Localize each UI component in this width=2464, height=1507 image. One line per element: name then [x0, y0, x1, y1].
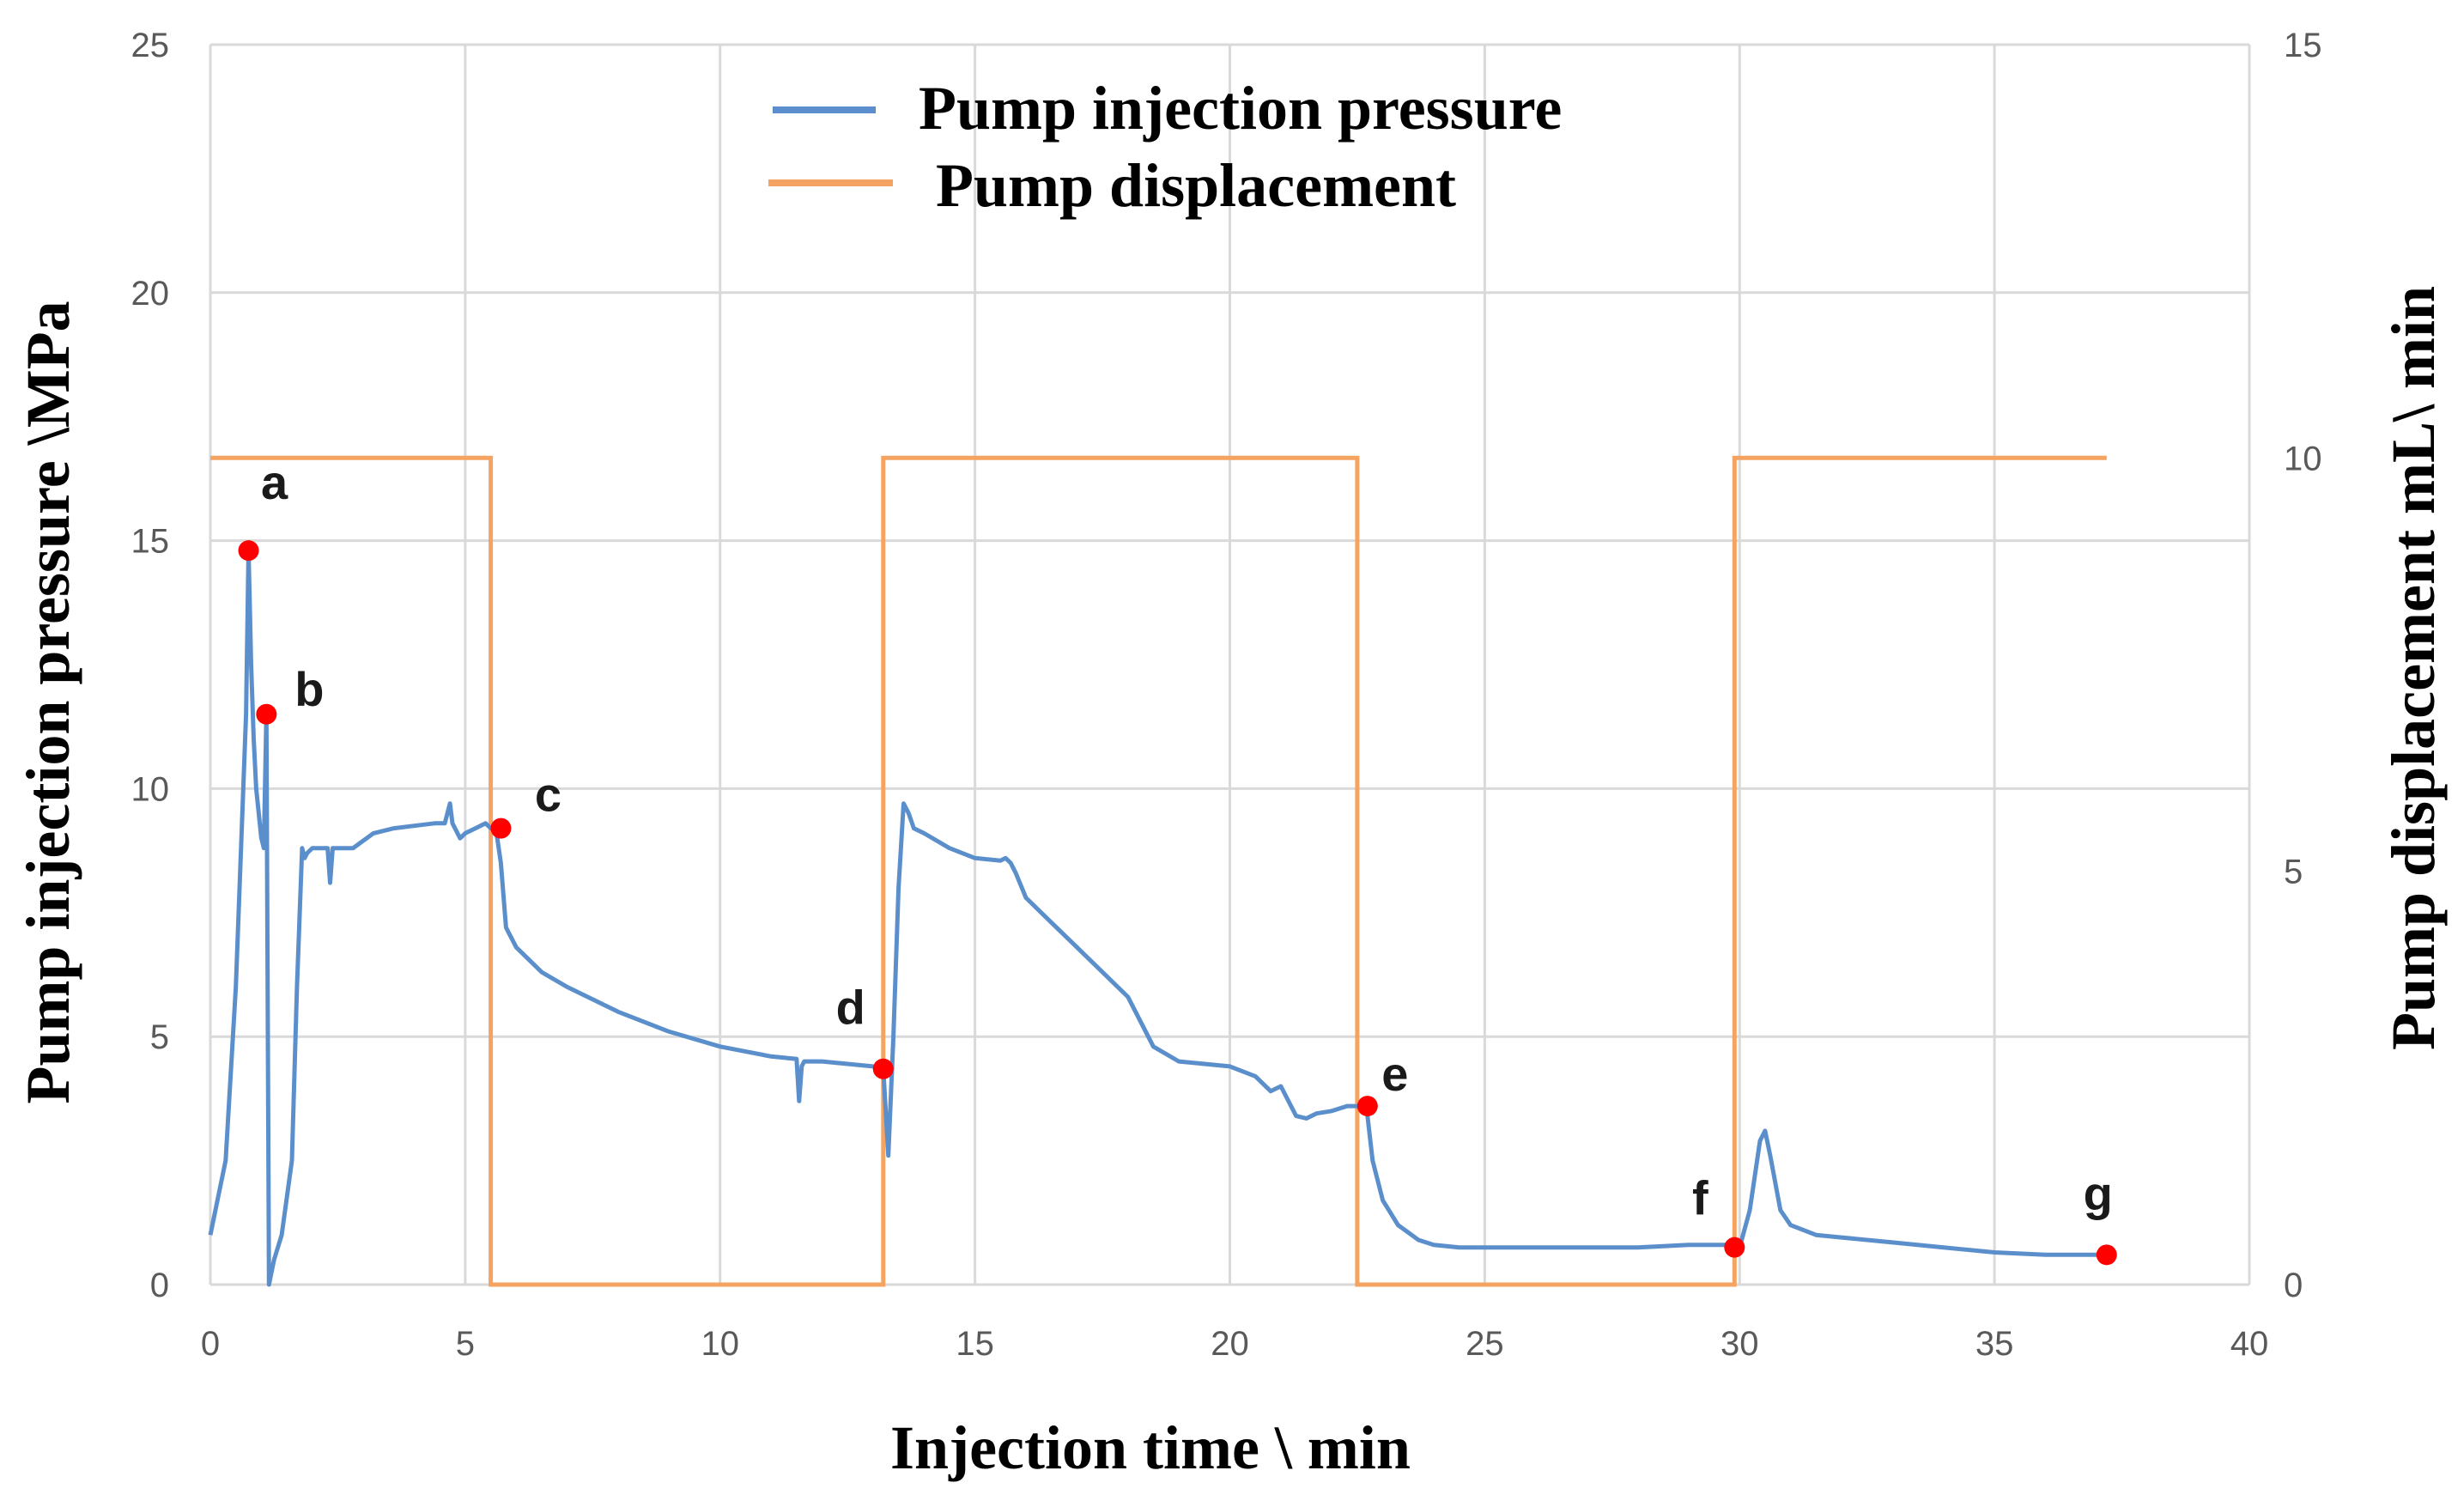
- y-tick-label: 20: [131, 275, 170, 313]
- y-tick-label: 0: [150, 1267, 169, 1304]
- x-tick-label: 5: [456, 1325, 475, 1363]
- x-tick-label: 40: [2230, 1325, 2269, 1363]
- y2-axis-title: Pump displacement mL\ min: [2379, 286, 2448, 1050]
- x-tick-label: 20: [1211, 1325, 1249, 1363]
- x-tick-label: 0: [201, 1325, 220, 1363]
- series-line-pump-pressure: [208, 548, 2107, 1287]
- point-marker-f: [1724, 1237, 1745, 1258]
- ticks-layer: 0 5 10 15 20 25 30 35 40 0 5 10 15 20 25 0 5 10 15: [131, 27, 2322, 1363]
- y2-tick-label: 10: [2284, 440, 2322, 477]
- point-label-c: c: [535, 768, 561, 822]
- y-tick-label: 5: [150, 1018, 169, 1056]
- point-label-g: g: [2084, 1166, 2113, 1220]
- point-label-f: f: [1692, 1171, 1708, 1225]
- marker-layer: a b c d e f g: [238, 455, 2117, 1266]
- y-axis-title: Pump injection pressure \MPa: [14, 301, 82, 1103]
- legend-label-pressure: Pump injection pressure: [919, 74, 1562, 143]
- grid-layer: [209, 43, 2251, 1286]
- y2-tick-label: 0: [2284, 1267, 2303, 1304]
- point-label-d: d: [836, 981, 865, 1035]
- point-label-a: a: [261, 455, 288, 509]
- legend-label-displacement: Pump displacement: [936, 151, 1456, 220]
- x-tick-label: 15: [956, 1325, 994, 1363]
- x-tick-label: 10: [701, 1325, 740, 1363]
- y-tick-label: 10: [131, 770, 170, 808]
- x-tick-label: 25: [1466, 1325, 1504, 1363]
- x-tick-label: 30: [1721, 1325, 1759, 1363]
- point-label-e: e: [1381, 1047, 1408, 1101]
- x-axis-title: Injection time \ min: [890, 1413, 1411, 1482]
- series-layer: [208, 455, 2107, 1287]
- x-tick-label: 35: [1975, 1325, 2014, 1363]
- point-marker-b: [256, 703, 277, 725]
- point-marker-e: [1356, 1096, 1378, 1117]
- series-line-pump-displacement: [210, 455, 2107, 1287]
- point-marker-a: [238, 540, 259, 562]
- point-marker-g: [2096, 1244, 2117, 1266]
- y2-tick-label: 15: [2284, 27, 2322, 64]
- y2-tick-label: 5: [2284, 854, 2303, 891]
- point-marker-d: [872, 1058, 894, 1079]
- y-tick-label: 25: [131, 27, 170, 64]
- point-marker-c: [490, 817, 512, 839]
- point-label-b: b: [294, 662, 324, 716]
- legend: Pump injection pressure Pump displacemen…: [768, 74, 1562, 220]
- y-tick-label: 15: [131, 523, 170, 561]
